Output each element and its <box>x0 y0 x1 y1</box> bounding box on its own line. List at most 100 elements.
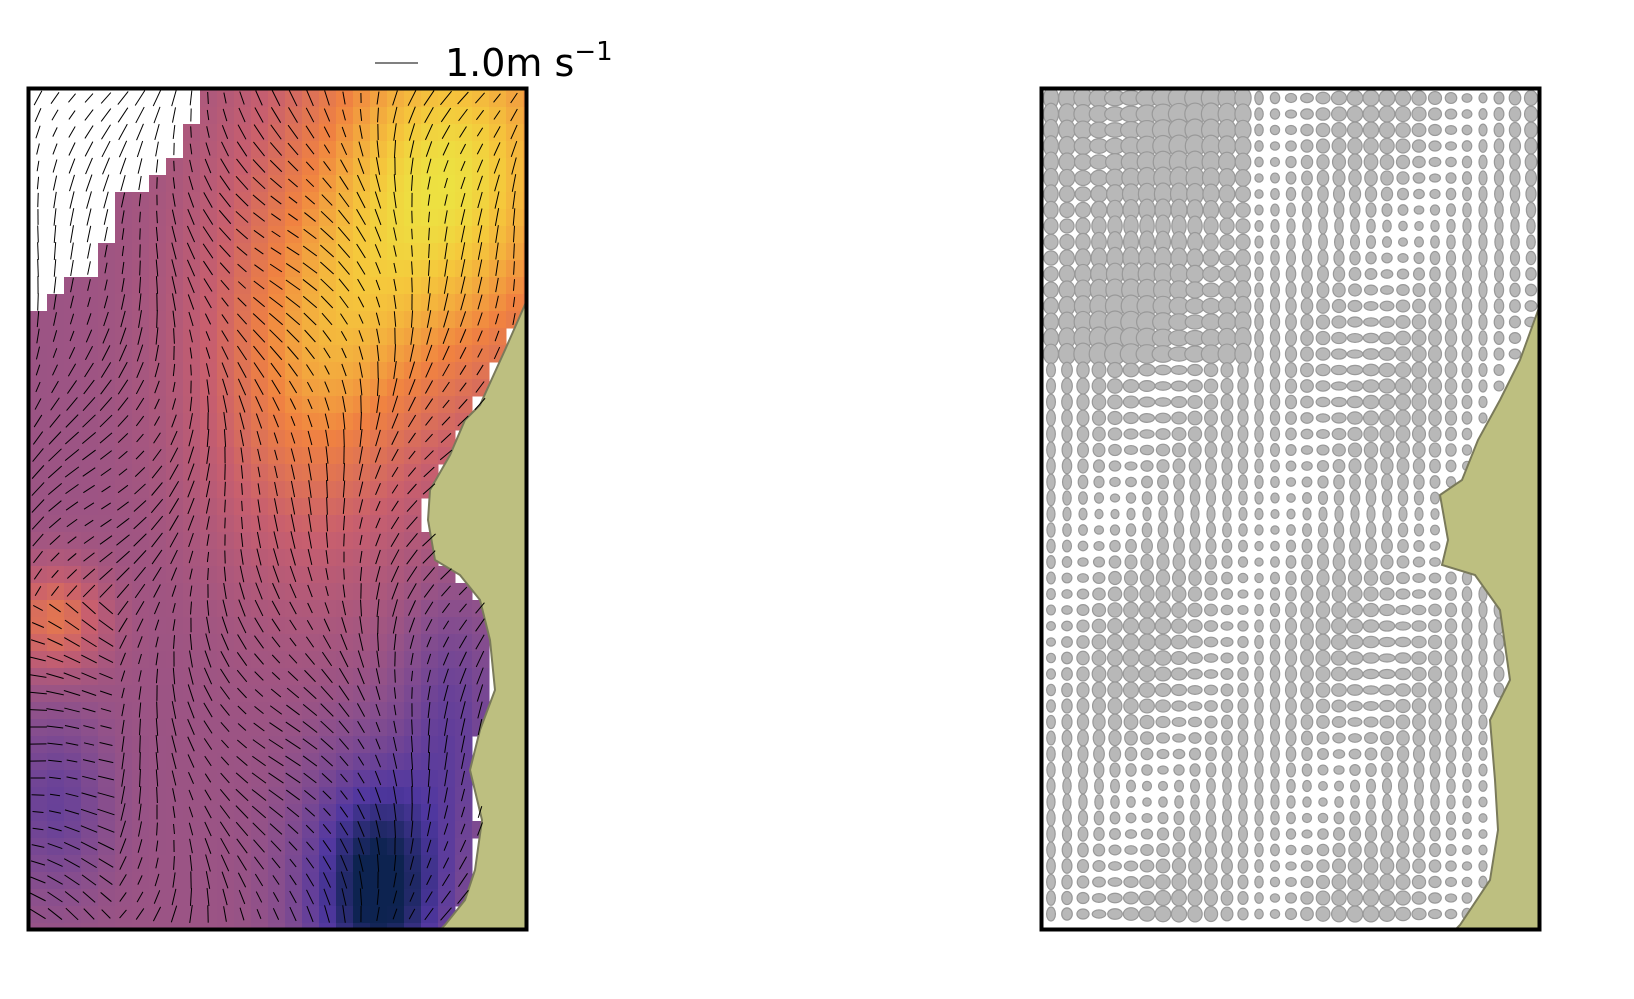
covariance-ellipse <box>1269 361 1281 379</box>
covariance-ellipse <box>1394 636 1412 648</box>
velocity-arrow <box>320 738 334 750</box>
velocity-arrow <box>86 191 92 209</box>
velocity-arrow <box>206 888 210 906</box>
heat-cell <box>506 107 524 125</box>
heat-cell <box>47 753 65 771</box>
covariance-ellipse <box>1315 347 1331 361</box>
velocity-arrow <box>82 568 96 580</box>
covariance-ellipse <box>1108 570 1122 586</box>
covariance-ellipse <box>1493 107 1505 121</box>
covariance-ellipse <box>1395 138 1411 154</box>
covariance-ellipse <box>1429 541 1441 551</box>
velocity-arrow <box>374 208 382 226</box>
velocity-arrow <box>393 803 397 821</box>
covariance-ellipse <box>1316 585 1330 603</box>
covariance-ellipse <box>1478 747 1488 761</box>
velocity-arrow <box>356 703 366 717</box>
covariance-ellipse <box>1331 858 1347 874</box>
velocity-arrow <box>444 194 448 206</box>
velocity-arrow <box>189 143 193 155</box>
heat-cell <box>421 294 439 312</box>
heat-cell <box>472 209 490 227</box>
heat-cell <box>353 464 371 482</box>
covariance-ellipse <box>1430 508 1440 520</box>
velocity-arrow <box>224 499 226 513</box>
covariance-ellipse <box>1221 441 1233 459</box>
heat-cell <box>387 855 405 873</box>
covariance-ellipse <box>1203 653 1219 663</box>
covariance-ellipse <box>1124 461 1138 471</box>
heat-cell <box>132 243 150 261</box>
velocity-arrow <box>223 92 227 104</box>
velocity-arrow <box>136 123 144 141</box>
velocity-arrow <box>510 124 518 140</box>
velocity-arrow <box>338 278 350 292</box>
heat-cell <box>98 566 116 584</box>
heat-cell <box>132 651 150 669</box>
heat-cell <box>149 923 167 928</box>
velocity-arrow <box>170 905 178 923</box>
heat-cell <box>81 702 99 720</box>
velocity-arrow <box>441 585 451 597</box>
covariance-ellipse <box>1318 780 1328 792</box>
covariance-ellipse <box>1172 748 1186 760</box>
covariance-ellipse <box>1412 556 1426 568</box>
covariance-ellipse <box>1074 169 1092 187</box>
covariance-ellipse <box>1380 554 1394 570</box>
covariance-ellipse <box>1316 553 1330 571</box>
covariance-ellipse <box>1043 250 1059 266</box>
heat-cell <box>132 515 150 533</box>
velocity-arrow <box>189 396 193 412</box>
covariance-ellipse <box>1106 649 1124 667</box>
covariance-ellipse <box>1108 460 1122 472</box>
heat-cell <box>489 226 507 244</box>
velocity-arrow <box>273 531 279 549</box>
heat-cell <box>47 464 65 482</box>
velocity-arrow <box>356 208 366 226</box>
covariance-ellipse <box>1462 779 1472 793</box>
covariance-ellipse <box>1237 682 1249 698</box>
velocity-arrow <box>269 142 283 156</box>
heat-cell <box>421 685 439 703</box>
covariance-ellipse <box>1397 809 1409 827</box>
velocity-arrow <box>189 329 193 343</box>
heat-cell <box>506 175 524 193</box>
velocity-arrow <box>155 327 159 345</box>
velocity-arrow <box>219 686 231 700</box>
heat-cell <box>81 498 99 516</box>
heat-cell <box>421 600 439 618</box>
heat-cell <box>472 634 490 652</box>
covariance-ellipse <box>1140 843 1154 857</box>
covariance-ellipse <box>1478 379 1488 393</box>
heat-cell <box>183 413 201 431</box>
heat-cell <box>166 515 184 533</box>
velocity-arrow <box>80 841 98 851</box>
velocity-arrow <box>236 246 248 256</box>
covariance-ellipse <box>1332 827 1346 841</box>
velocity-arrow <box>375 429 381 447</box>
covariance-ellipse <box>1462 762 1472 778</box>
covariance-ellipse <box>1362 121 1380 139</box>
covariance-ellipse <box>1234 169 1252 187</box>
covariance-ellipse <box>1187 652 1203 664</box>
covariance-ellipse <box>1411 907 1427 921</box>
covariance-ellipse <box>1157 490 1169 506</box>
velocity-arrow <box>340 773 348 783</box>
velocity-arrow <box>81 636 97 648</box>
covariance-ellipse <box>1347 873 1363 891</box>
heat-cell <box>183 379 201 397</box>
heat-cell <box>506 277 524 295</box>
heat-cell <box>132 379 150 397</box>
velocity-arrow <box>204 821 212 837</box>
velocity-arrow <box>512 225 516 243</box>
heat-cell <box>183 821 201 839</box>
heat-cell <box>47 702 65 720</box>
velocity-arrow <box>188 550 194 564</box>
velocity-arrow <box>392 736 398 752</box>
heat-cell <box>115 192 133 210</box>
covariance-ellipse <box>1220 906 1234 922</box>
covariance-ellipse <box>1125 476 1137 488</box>
heat-cell <box>166 209 184 227</box>
velocity-arrow <box>477 718 483 736</box>
heat-cell <box>200 396 218 414</box>
